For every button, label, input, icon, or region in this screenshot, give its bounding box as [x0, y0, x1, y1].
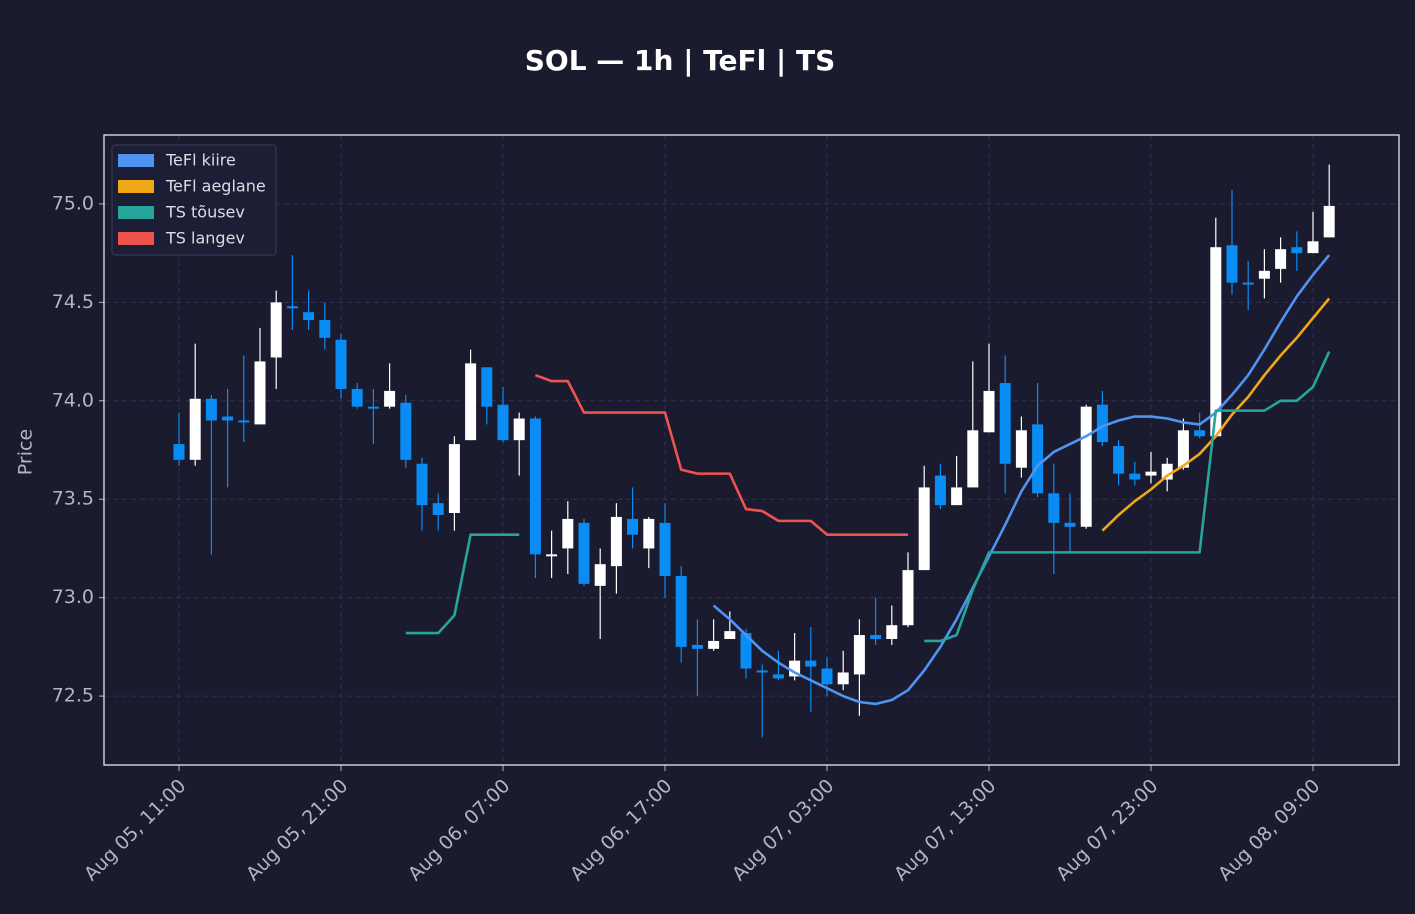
- candle-body: [951, 487, 963, 506]
- candle-body: [205, 398, 217, 421]
- candle-body: [1064, 522, 1076, 527]
- candle-body: [546, 554, 558, 557]
- candle-body: [1177, 430, 1189, 468]
- candle-body: [967, 430, 979, 488]
- candle-body: [1129, 473, 1141, 480]
- y-tick-label: 74.0: [52, 389, 94, 411]
- candle-body: [384, 390, 396, 407]
- candle-body: [303, 312, 315, 321]
- candle-body: [270, 302, 282, 358]
- y-tick-label: 73.0: [52, 586, 94, 608]
- candle-body: [529, 418, 541, 555]
- legend-swatch: [118, 206, 154, 219]
- candle-body: [886, 625, 898, 639]
- candle-body: [902, 570, 914, 626]
- candle-body: [448, 444, 460, 513]
- candle-body: [351, 388, 363, 407]
- candle-body: [675, 576, 687, 647]
- candle-body: [837, 672, 849, 685]
- candle-body: [789, 660, 801, 677]
- y-tick-label: 73.5: [52, 488, 94, 510]
- candle-body: [286, 306, 298, 309]
- y-tick-label: 74.5: [52, 291, 94, 313]
- candle-body: [1161, 463, 1173, 480]
- candle-body: [1113, 446, 1125, 474]
- candle-body: [610, 516, 622, 567]
- candle-body: [1048, 493, 1060, 523]
- candle-body: [416, 463, 428, 506]
- candle-body: [1323, 205, 1335, 238]
- candle-body: [1307, 241, 1319, 254]
- candle-body: [222, 416, 234, 421]
- candle-body: [1226, 245, 1238, 283]
- legend-box: [111, 144, 277, 256]
- candle-body: [319, 320, 331, 338]
- legend-label: TeFl kiire: [165, 151, 236, 170]
- candle-body: [400, 402, 412, 460]
- y-axis-label: Price: [15, 429, 37, 475]
- candle-body: [821, 668, 833, 685]
- legend-label: TeFl aeglane: [165, 177, 266, 196]
- indicator-line: [534, 373, 908, 536]
- candle-body: [805, 660, 817, 667]
- indicator-line: [712, 254, 1331, 706]
- candle-body: [465, 363, 477, 441]
- candle-body: [189, 398, 201, 460]
- indicator-line: [1101, 297, 1331, 532]
- candle-body: [497, 404, 509, 441]
- candle-body: [481, 367, 493, 407]
- candle-body: [1275, 249, 1287, 269]
- candle-body: [934, 475, 946, 506]
- legend-label: TS langev: [165, 229, 245, 248]
- candle-body: [772, 674, 784, 679]
- candle-body: [432, 503, 444, 515]
- chart-title: SOL — 1h | TeFl | TS: [525, 44, 836, 77]
- candle-body: [724, 631, 736, 639]
- candle-body: [983, 390, 995, 433]
- candle-body: [335, 339, 347, 389]
- candle-body: [756, 670, 768, 673]
- candle-body: [1194, 430, 1206, 437]
- indicator-line: [405, 351, 1331, 643]
- plot-frame: [103, 134, 1400, 766]
- y-tick-label: 72.5: [52, 685, 94, 707]
- candle-body: [1258, 270, 1270, 279]
- candle-body: [708, 640, 720, 649]
- candle-body: [1242, 282, 1254, 285]
- candle-body: [999, 383, 1011, 464]
- candle-body: [627, 518, 639, 535]
- candle-body: [1080, 406, 1092, 527]
- candle-body: [1145, 471, 1157, 476]
- candle-body: [594, 564, 606, 586]
- candle-body: [238, 420, 250, 423]
- candle-body: [1291, 247, 1303, 254]
- candle-body: [918, 487, 930, 571]
- candle-body: [659, 522, 671, 576]
- legend-swatch: [118, 232, 154, 245]
- candle-body: [691, 644, 703, 649]
- candle-body: [254, 361, 266, 425]
- candle-body: [1015, 430, 1027, 468]
- candle-body: [1032, 424, 1044, 494]
- candle-body: [367, 406, 379, 409]
- candle-body: [870, 635, 882, 639]
- candle-body: [853, 635, 865, 675]
- legend-swatch: [118, 154, 154, 167]
- candle-body: [578, 522, 590, 584]
- candle-body: [562, 518, 574, 549]
- legend-swatch: [118, 180, 154, 193]
- legend-label: TS tõusev: [165, 203, 245, 222]
- candle-body: [173, 444, 185, 460]
- candle-body: [1210, 247, 1222, 437]
- candle-body: [1096, 404, 1108, 443]
- candle-body: [643, 518, 655, 549]
- candle-body: [513, 418, 525, 441]
- y-tick-label: 75.0: [52, 192, 94, 214]
- candle-body: [740, 633, 752, 669]
